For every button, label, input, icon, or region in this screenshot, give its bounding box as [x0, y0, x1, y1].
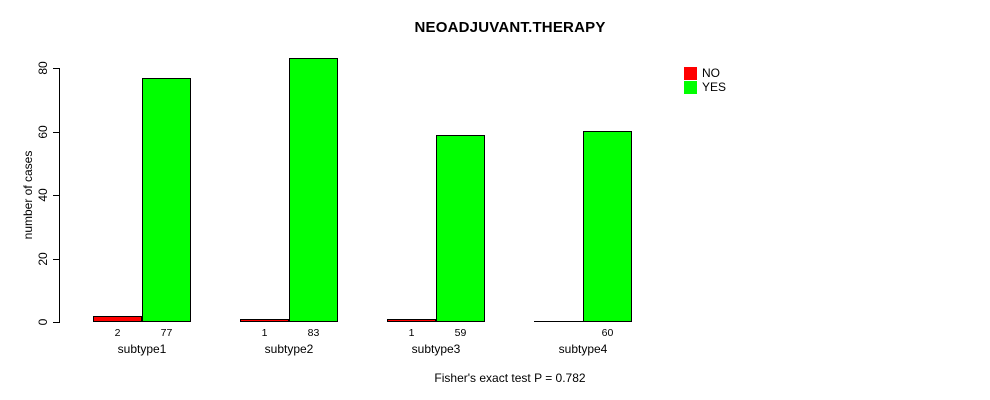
y-tick	[53, 195, 59, 196]
bar-no-subtype1	[93, 316, 142, 322]
y-tick-label: 40	[36, 188, 50, 202]
bar-value-label: 60	[601, 327, 614, 339]
chart-title: NEOADJUVANT.THERAPY	[414, 19, 606, 36]
x-category-label: subtype4	[558, 342, 608, 356]
legend-swatch-yes-icon	[684, 80, 697, 94]
x-category-label: subtype2	[264, 342, 314, 356]
legend-swatch-no-icon	[684, 66, 697, 80]
y-tick-label: 0	[36, 318, 50, 326]
legend: NO YES	[684, 66, 726, 94]
y-axis-label: number of cases	[21, 150, 35, 240]
y-tick	[53, 132, 59, 133]
legend-item-no: NO	[684, 66, 726, 80]
x-category-label: subtype3	[411, 342, 461, 356]
bar-yes-subtype4	[583, 131, 632, 322]
bar-no-subtype3	[387, 319, 436, 322]
bar-value-label: 59	[454, 327, 467, 339]
legend-label-yes: YES	[702, 79, 727, 94]
bar-value-label: 1	[408, 327, 415, 339]
bar-yes-subtype2	[289, 58, 338, 322]
bar-value-label: 2	[114, 327, 121, 339]
y-tick	[53, 68, 59, 69]
bar-value-label: 77	[160, 327, 173, 339]
x-category-label: subtype1	[117, 342, 167, 356]
y-tick-label: 80	[36, 61, 50, 75]
y-axis-line	[59, 68, 60, 323]
bar-value-label: 83	[307, 327, 320, 339]
bar-value-label: 1	[261, 327, 268, 339]
legend-label-no: NO	[702, 65, 720, 80]
bar-yes-subtype3	[436, 135, 485, 322]
bar-no-subtype2	[240, 319, 289, 322]
bar-no-subtype4	[534, 321, 583, 322]
y-tick	[53, 259, 59, 260]
y-tick-label: 20	[36, 252, 50, 266]
y-tick-label: 60	[36, 125, 50, 139]
bar-yes-subtype1	[142, 78, 191, 322]
annotation-text: Fisher's exact test P = 0.782	[434, 371, 586, 385]
legend-item-yes: YES	[684, 80, 726, 94]
y-tick	[53, 322, 59, 323]
